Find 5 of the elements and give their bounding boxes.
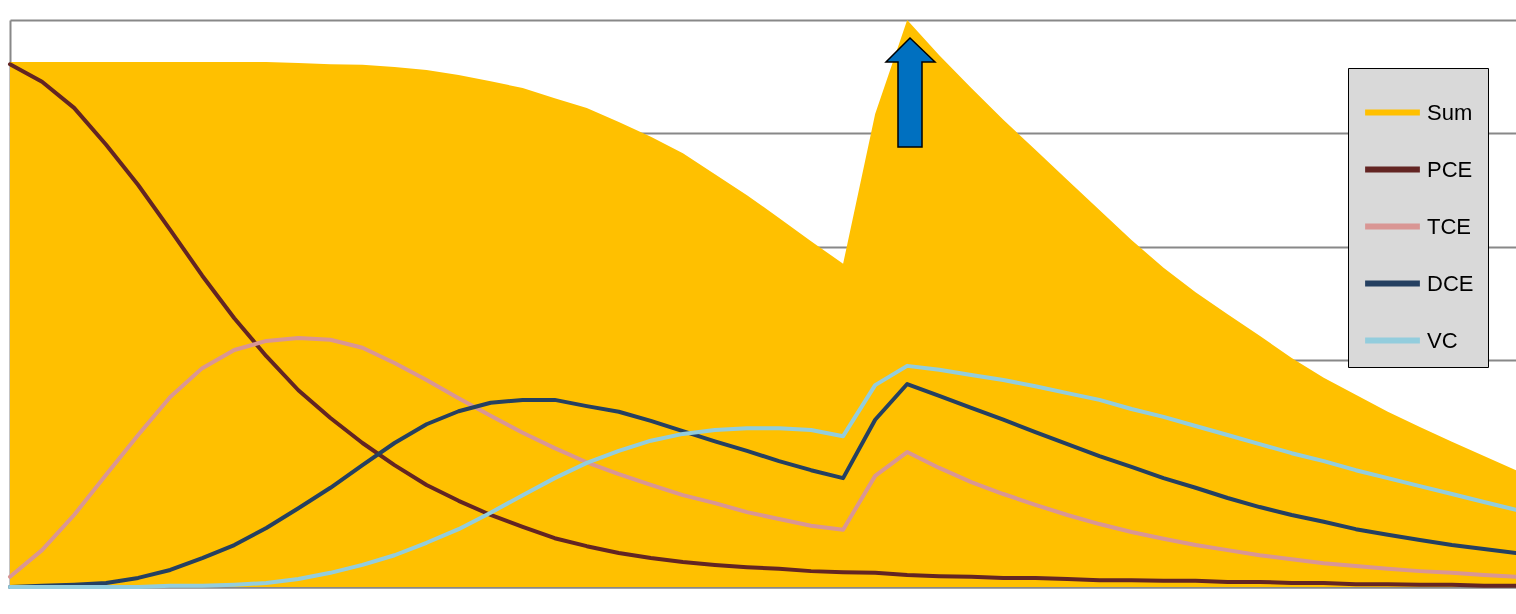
legend-label: PCE: [1427, 156, 1473, 182]
legend-label: Sum: [1427, 99, 1473, 125]
legend-label: VC: [1427, 327, 1458, 353]
legend-label: DCE: [1427, 270, 1474, 296]
legend-label: TCE: [1427, 213, 1471, 239]
